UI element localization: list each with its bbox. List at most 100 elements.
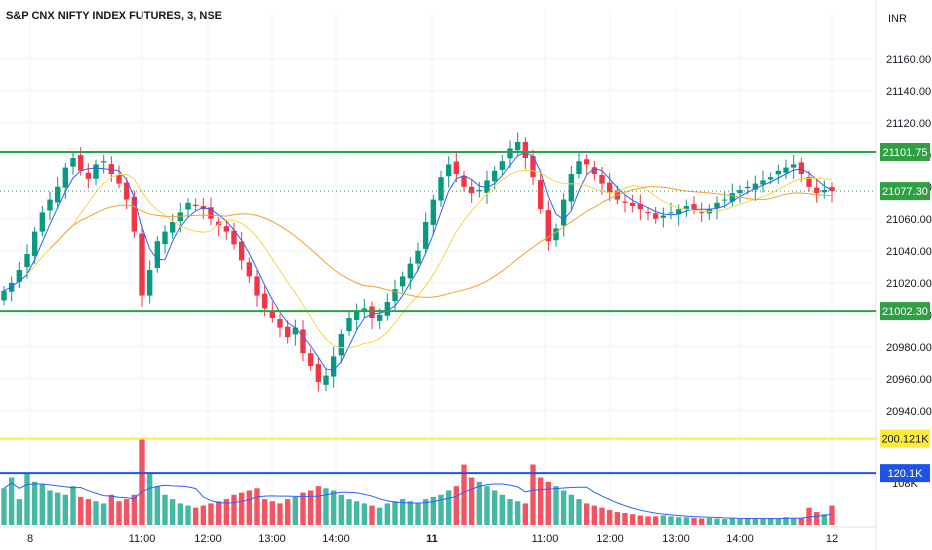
candle-body <box>100 161 107 163</box>
candle-body <box>62 167 69 188</box>
volume-bar <box>422 499 429 525</box>
candle-body <box>1 290 7 301</box>
candle-body <box>583 159 590 165</box>
volume-bar <box>200 505 207 525</box>
volume-bar <box>93 501 99 525</box>
volume-bar <box>729 518 736 525</box>
volume-bar <box>215 501 222 525</box>
volume-bar <box>737 518 743 525</box>
candle-body <box>146 270 153 296</box>
candle-body <box>139 233 145 296</box>
volume-level-badge <box>880 429 930 448</box>
x-tick-label: 13:00 <box>662 533 690 545</box>
y-tick-label: 21020.00 <box>886 278 932 290</box>
volume-bar <box>645 516 651 525</box>
volume-bar <box>790 518 797 525</box>
candle-body <box>599 174 605 184</box>
volume-bar <box>361 503 368 525</box>
volume-bar <box>798 518 805 525</box>
level-price-badge <box>880 143 930 161</box>
volume-bar <box>323 488 329 525</box>
volume-bar <box>376 507 383 525</box>
volume-bar <box>583 503 590 525</box>
volume-bar <box>606 509 613 525</box>
volume-bar <box>553 486 559 525</box>
volume-bar <box>246 490 253 525</box>
x-tick-label: 13:00 <box>258 533 286 545</box>
volume-bar <box>698 518 705 525</box>
volume-bar <box>821 514 828 525</box>
volume-bar <box>177 503 184 525</box>
volume-bar <box>154 486 161 525</box>
volume-bar <box>16 499 23 525</box>
volume-bar <box>62 494 69 525</box>
candle-body <box>560 199 567 226</box>
volume-bar <box>599 507 605 525</box>
candle-body <box>361 308 368 312</box>
candle-body <box>767 177 774 180</box>
candle-body <box>16 270 23 282</box>
candle-body <box>261 293 268 309</box>
volume-bar <box>622 512 628 525</box>
volume-bar <box>476 481 483 525</box>
ma-mid-line <box>26 169 833 349</box>
candle-body <box>645 212 651 214</box>
candle-body <box>369 306 375 318</box>
candle-body <box>384 302 391 316</box>
volume-bar <box>537 477 544 525</box>
candle-body <box>453 161 460 174</box>
candle-body <box>798 162 805 174</box>
candle-body <box>430 199 437 225</box>
volume-level-label: 120.1K <box>888 468 924 480</box>
volume-bar <box>445 490 452 525</box>
volume-bar <box>346 499 352 525</box>
candle-body <box>422 222 429 249</box>
volume-bar <box>8 477 15 525</box>
candle-body <box>530 156 536 178</box>
candle-body <box>169 222 176 233</box>
volume-bar <box>300 492 306 525</box>
candle-body <box>330 356 337 377</box>
candle-body <box>622 201 628 203</box>
volume-bar <box>545 481 552 525</box>
candle-body <box>208 207 214 219</box>
volume-bar <box>461 464 467 525</box>
candle-body <box>729 193 736 202</box>
volume-bar <box>85 499 92 525</box>
volume-bar <box>162 494 168 525</box>
candle-body <box>783 167 789 173</box>
candle-body <box>392 289 398 302</box>
y-tick-label: 20940.00 <box>886 406 932 418</box>
volume-bar <box>338 494 345 525</box>
x-tick-label: 12:00 <box>194 533 222 545</box>
y-tick-label: 21160.00 <box>886 54 931 66</box>
volume-bar <box>591 505 598 525</box>
volume-bar <box>123 499 130 525</box>
volume-bar <box>277 503 283 525</box>
level-price-label: 21101.75 <box>882 147 927 159</box>
volume-bar <box>637 515 644 525</box>
volume-bar <box>744 518 751 525</box>
volume-bar <box>31 481 38 525</box>
candle-body <box>691 204 697 210</box>
x-tick-label: 11:00 <box>129 533 156 545</box>
ma-fast-line <box>3 151 833 371</box>
candle-body <box>292 327 299 335</box>
candle-body <box>714 202 720 209</box>
candle-body <box>231 230 237 245</box>
candle-body <box>813 187 820 194</box>
x-tick-label: 11 <box>426 533 438 545</box>
candle-body <box>85 172 92 179</box>
candle-body <box>415 250 421 264</box>
volume-bar <box>261 499 268 525</box>
volume-bar <box>238 492 245 525</box>
y-tick-label: 20960.00 <box>886 374 932 386</box>
volume-bar <box>484 486 490 525</box>
candle-body <box>192 204 199 206</box>
volume-bar <box>108 494 115 525</box>
volume-bar <box>507 499 513 525</box>
volume-bar <box>499 494 506 525</box>
volume-bar <box>169 499 176 525</box>
